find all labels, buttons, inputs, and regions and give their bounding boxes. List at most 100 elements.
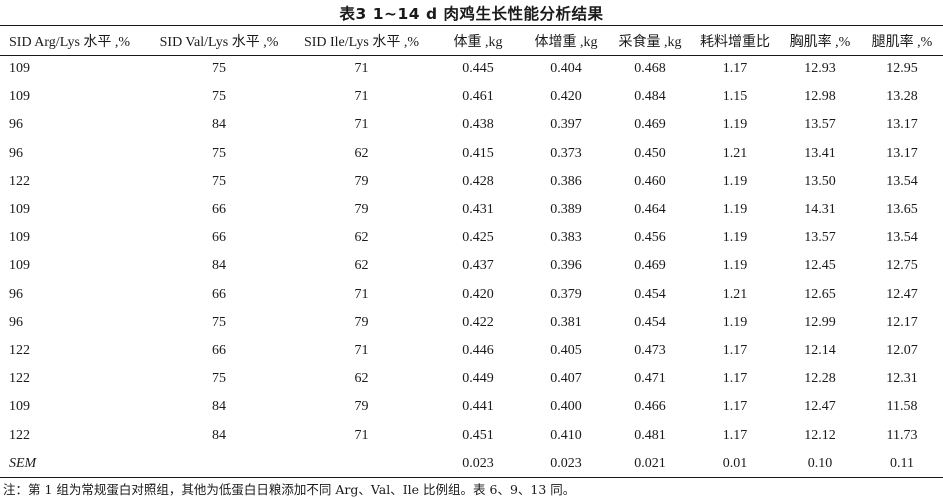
table-row: 96 84 71 0.438 0.397 0.469 1.19 13.57 13.17 [0, 111, 943, 139]
table-cell: 71 [354, 117, 369, 133]
table-cell: 0.405 [550, 342, 582, 358]
table-cell: 1.19 [722, 173, 748, 189]
table-cell: 0.469 [634, 117, 666, 133]
table-cell: 13.28 [886, 89, 918, 105]
table-cell: 96 [9, 117, 23, 133]
table-cell: 109 [9, 202, 30, 218]
table-cell [148, 450, 290, 478]
table-row: 109 84 62 0.437 0.396 0.469 1.19 12.45 12.75 [0, 252, 943, 280]
table-cell: 109 [9, 61, 30, 77]
table-cell: 75 [212, 173, 226, 189]
table-cell: 1.17 [722, 427, 748, 443]
header-row: SID Arg/Lys 水平 ,% SID Val/Lys 水平 ,% SID … [0, 26, 943, 55]
table-cell: 71 [354, 61, 369, 77]
table-cell: 0.445 [462, 61, 494, 77]
table-cell: 14.31 [804, 202, 836, 218]
table-cell: 66 [212, 286, 226, 302]
sem-label: SEM [9, 455, 37, 471]
top-rule [0, 25, 943, 26]
table-cell: 12.12 [804, 427, 836, 443]
table-cell: 109 [9, 230, 30, 246]
table-cell: 0.451 [462, 427, 494, 443]
table-cell: 0.410 [550, 427, 582, 443]
table-cell: 0.431 [462, 202, 494, 218]
table-cell: 12.07 [886, 342, 918, 358]
table-cell: 75 [212, 61, 226, 77]
table-body: 109 75 71 0.445 0.404 0.468 1.17 12.93 12.95 109 7… [0, 55, 943, 478]
table-cell: 12.14 [804, 342, 836, 358]
table-cell: 1.17 [722, 61, 748, 77]
table-cell: 0.449 [462, 371, 494, 387]
table-cell: 122 [9, 342, 30, 358]
results-table: SID Arg/Lys 水平 ,% SID Val/Lys 水平 ,% SID … [0, 26, 943, 478]
table-cell: 13.54 [886, 230, 918, 246]
table-row: 122 75 62 0.449 0.407 0.471 1.17 12.28 12.31 [0, 365, 943, 393]
sem-row: SEM 0.023 0.023 0.021 0.01 0.10 0.11 [0, 450, 943, 478]
bottom-rule [0, 477, 943, 478]
header-cell: SID Ile/Lys 水平 ,% [303, 34, 420, 50]
table-cell: 0.469 [634, 258, 666, 274]
table-cell: 66 [212, 342, 226, 358]
table-cell: 96 [9, 314, 23, 330]
table-cell: 79 [354, 314, 369, 330]
table-cell: 12.45 [804, 258, 836, 274]
table-cell: 0.438 [462, 117, 494, 133]
table-cell: 1.19 [722, 258, 748, 274]
table-cell: 0.446 [462, 342, 494, 358]
table-cell: 0.466 [634, 399, 666, 415]
table-cell: 1.21 [722, 145, 748, 161]
header-cell: 腿肌率 ,% [871, 34, 933, 50]
table-cell: 12.98 [804, 89, 836, 105]
table-cell: 0.404 [550, 61, 582, 77]
table-cell: 71 [354, 427, 369, 443]
header-cell: 胸肌率 ,% [789, 34, 851, 50]
table-cell: 1.19 [722, 202, 748, 218]
table-cell: 0.456 [634, 230, 666, 246]
table-cell: 84 [212, 258, 226, 274]
table-cell: 66 [212, 230, 226, 246]
table-cell: 1.19 [722, 314, 748, 330]
table-cell: 96 [9, 145, 23, 161]
table-cell: 13.17 [886, 145, 918, 161]
table-cell: 12.28 [804, 371, 836, 387]
table-cell: 12.47 [804, 399, 836, 415]
table-row: 109 66 79 0.431 0.389 0.464 1.19 14.31 13.65 [0, 196, 943, 224]
table-cell: 71 [354, 342, 369, 358]
table-row: 109 75 71 0.445 0.404 0.468 1.17 12.93 12.95 [0, 55, 943, 83]
table-cell: 12.65 [804, 286, 836, 302]
table-cell: 0.386 [550, 173, 582, 189]
table-cell: 96 [9, 286, 23, 302]
table-cell: 122 [9, 371, 30, 387]
table-cell: 0.454 [634, 314, 666, 330]
table-cell: 79 [354, 173, 369, 189]
table-cell: 0.481 [634, 427, 666, 443]
table-cell: 0.373 [550, 145, 582, 161]
table-cell: 0.468 [634, 61, 666, 77]
table-cell: 1.17 [722, 342, 748, 358]
header-rule [0, 55, 943, 56]
table-cell: 11.58 [886, 399, 918, 415]
table-cell: 0.021 [634, 455, 666, 471]
table-title: 表3 1~14 d 肉鸡生长性能分析结果 [339, 5, 604, 23]
table-cell: 62 [354, 371, 369, 387]
table-cell: 0.389 [550, 202, 582, 218]
table-cell: 0.396 [550, 258, 582, 274]
table-cell: 71 [354, 286, 369, 302]
table-cell: 84 [212, 427, 226, 443]
table-row: 122 66 71 0.446 0.405 0.473 1.17 12.14 12.07 [0, 337, 943, 365]
table-cell: 75 [212, 145, 226, 161]
table-cell: 0.023 [550, 455, 582, 471]
table-cell: 0.460 [634, 173, 666, 189]
header-cell: 体增重 ,kg [534, 34, 598, 50]
table-cell: 0.441 [462, 399, 494, 415]
table-row: 109 66 62 0.425 0.383 0.456 1.19 13.57 13.54 [0, 224, 943, 252]
table-cell: 13.54 [886, 173, 918, 189]
header-cell: SID Val/Lys 水平 ,% [159, 34, 279, 50]
table-row: 122 84 71 0.451 0.410 0.481 1.17 12.12 11.73 [0, 421, 943, 449]
table-cell: 75 [212, 89, 226, 105]
table-cell: 12.95 [886, 61, 918, 77]
table-cell: 0.10 [807, 455, 833, 471]
table-cell: 109 [9, 399, 30, 415]
table-cell: 13.17 [886, 117, 918, 133]
table-cell: 0.415 [462, 145, 494, 161]
